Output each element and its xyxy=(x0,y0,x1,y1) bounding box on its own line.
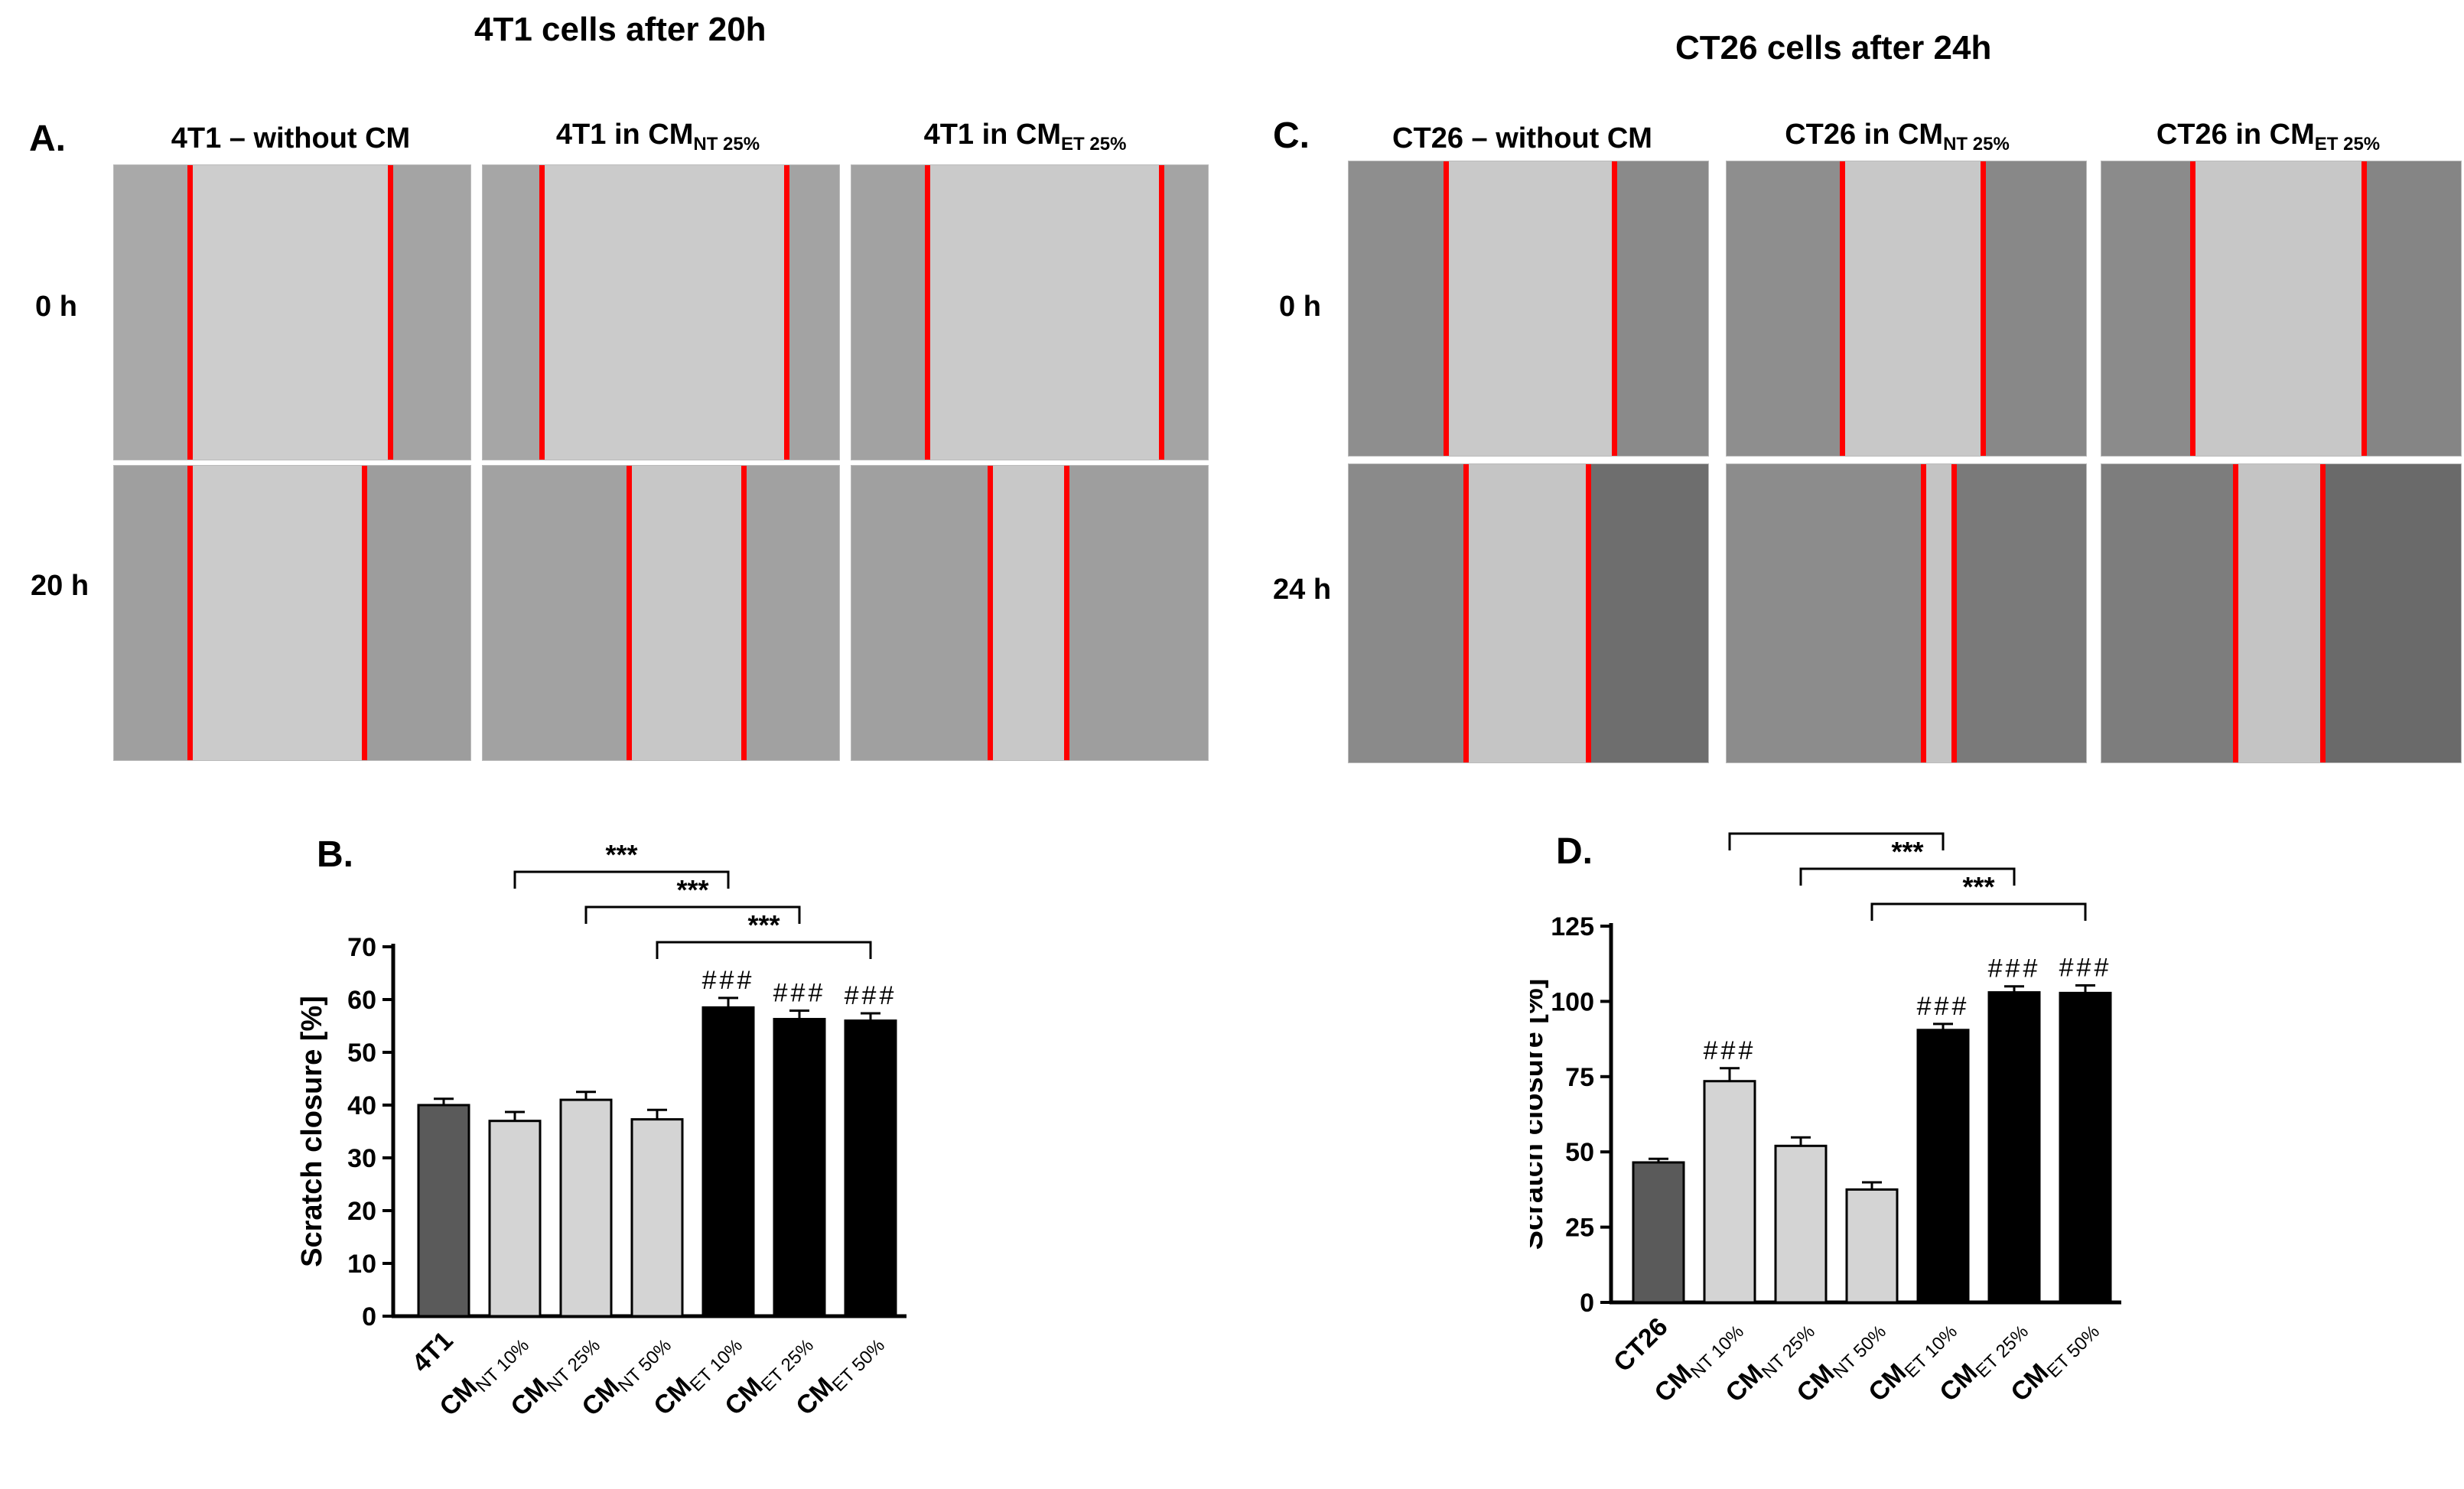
bar xyxy=(773,1018,826,1318)
panel-label-b: B. xyxy=(317,834,353,875)
right-column-header-3: CT26 in CMET 25% xyxy=(2156,119,2381,154)
micrograph-ct26-cmnt-24h xyxy=(1726,463,2087,763)
micrograph-ct26-cmet-0h xyxy=(2101,161,2462,457)
hash-annotation: ### xyxy=(773,978,826,1007)
bar xyxy=(701,1006,755,1318)
hash-annotation: ### xyxy=(2059,954,2112,983)
bar xyxy=(844,1019,897,1318)
y-tick-label: 20 xyxy=(347,1197,376,1226)
bar xyxy=(1774,1144,1828,1304)
y-axis-label: Scratch closure [%] xyxy=(1530,979,1549,1250)
left-column-header-2: 4T1 in CMNT 25% xyxy=(555,119,760,154)
left-column-header-1: 4T1 – without CM xyxy=(171,122,411,154)
panel-label-a: A. xyxy=(29,119,66,159)
y-tick-label: 0 xyxy=(1580,1289,1594,1318)
y-tick-label: 70 xyxy=(347,933,376,962)
y-tick-label: 50 xyxy=(1565,1138,1594,1167)
y-tick-label: 25 xyxy=(1565,1214,1594,1243)
micrograph-ct26-control-0h xyxy=(1348,161,1709,457)
significance-stars: *** xyxy=(676,874,708,905)
significance-bracket xyxy=(1799,867,2016,886)
bar xyxy=(488,1120,542,1318)
significance-bracket xyxy=(1728,832,1945,850)
y-tick-label: 100 xyxy=(1551,987,1594,1016)
bar xyxy=(630,1118,684,1318)
bar xyxy=(1845,1188,1899,1304)
micrograph-4t1-cmnt-0h xyxy=(482,164,840,460)
left-row-label-20h: 20 h xyxy=(31,570,90,602)
left-figure-title: 4T1 cells after 20h xyxy=(474,11,767,48)
y-axis-label: Scratch closure [%] xyxy=(296,996,328,1267)
significance-stars: *** xyxy=(747,909,780,941)
y-tick-label: 30 xyxy=(347,1144,376,1173)
bar xyxy=(1632,1161,1685,1304)
hash-annotation: ### xyxy=(1917,992,1970,1021)
bar xyxy=(1703,1080,1756,1304)
panel-label-d: D. xyxy=(1556,831,1593,872)
micrograph-4t1-cmet-20h xyxy=(851,465,1209,761)
bar xyxy=(2059,991,2112,1304)
bar xyxy=(559,1098,613,1318)
micrograph-ct26-control-24h xyxy=(1348,463,1709,763)
hash-annotation: ### xyxy=(1988,954,2041,983)
bar xyxy=(1987,991,2041,1304)
y-tick-label: 40 xyxy=(347,1091,376,1120)
right-column-header-2: CT26 in CMNT 25% xyxy=(1785,119,2010,154)
micrograph-ct26-cmnt-0h xyxy=(1726,161,2087,457)
x-tick-label: 4T1 xyxy=(406,1326,458,1378)
y-tick-label: 75 xyxy=(1565,1063,1594,1092)
micrograph-4t1-control-20h xyxy=(113,465,471,761)
right-row-label-24h: 24 h xyxy=(1273,574,1332,606)
significance-stars: *** xyxy=(1820,826,1852,832)
right-column-header-1: CT26 – without CM xyxy=(1392,122,1652,154)
y-tick-label: 10 xyxy=(347,1250,376,1279)
right-row-label-0h: 0 h xyxy=(1279,291,1321,323)
significance-bracket xyxy=(584,905,801,924)
x-tick-label: CT26 xyxy=(1608,1312,1674,1378)
significance-bracket xyxy=(656,941,872,959)
left-column-header-3: 4T1 in CMET 25% xyxy=(923,119,1127,154)
micrograph-4t1-cmet-0h xyxy=(851,164,1209,460)
right-figure-title: CT26 cells after 24h xyxy=(1675,29,1992,67)
hash-annotation: ### xyxy=(702,966,755,995)
y-tick-label: 60 xyxy=(347,986,376,1015)
y-tick-label: 50 xyxy=(347,1039,376,1068)
micrograph-ct26-cmet-24h xyxy=(2101,463,2462,763)
micrograph-4t1-control-0h xyxy=(113,164,471,460)
micrograph-4t1-cmnt-20h xyxy=(482,465,840,761)
significance-bracket xyxy=(513,870,730,889)
bar xyxy=(417,1104,470,1318)
significance-stars: *** xyxy=(605,841,637,870)
y-tick-label: 125 xyxy=(1551,912,1594,941)
y-tick-label: 0 xyxy=(362,1302,376,1331)
left-row-label-0h: 0 h xyxy=(35,291,77,323)
significance-stars: *** xyxy=(1891,836,1923,867)
significance-bracket xyxy=(1870,902,2087,921)
hash-annotation: ### xyxy=(1704,1036,1756,1065)
bar xyxy=(1916,1029,1970,1304)
panel-label-c: C. xyxy=(1273,115,1310,156)
hash-annotation: ### xyxy=(845,981,897,1010)
significance-stars: *** xyxy=(1962,871,1994,902)
